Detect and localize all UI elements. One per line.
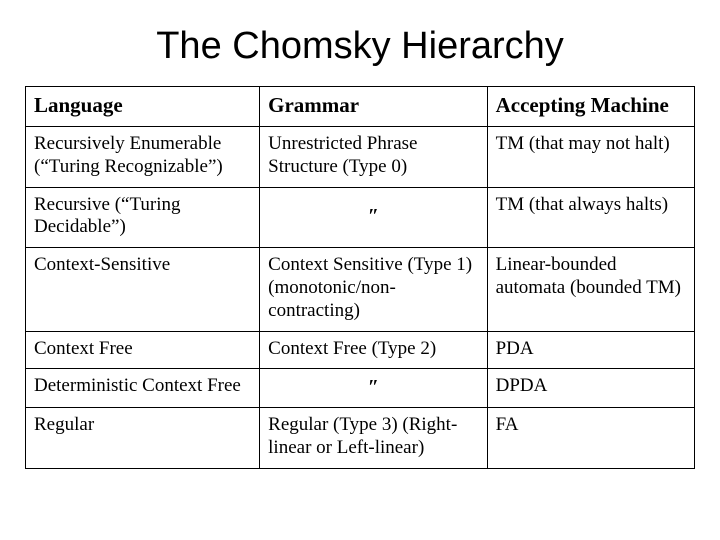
table-row: Regular Regular (Type 3) (Right-linear o… (26, 408, 695, 469)
cell-language: Context-Sensitive (26, 248, 260, 331)
table-row: Context Free Context Free (Type 2) PDA (26, 331, 695, 369)
cell-grammar: Unrestricted Phrase Structure (Type 0) (260, 127, 487, 188)
table-header-row: Language Grammar Accepting Machine (26, 87, 695, 127)
table-row: Recursively Enumerable (“Turing Recogniz… (26, 127, 695, 188)
cell-language: Regular (26, 408, 260, 469)
slide: The Chomsky Hierarchy Language Grammar A… (0, 0, 720, 540)
table-row: Context-Sensitive Context Sensitive (Typ… (26, 248, 695, 331)
col-header-machine: Accepting Machine (487, 87, 694, 127)
hierarchy-table: Language Grammar Accepting Machine Recur… (25, 86, 695, 469)
table-row: Recursive (“Turing Decidable”) ″ TM (tha… (26, 187, 695, 248)
cell-language: Deterministic Context Free (26, 369, 260, 408)
table-row: Deterministic Context Free ″ DPDA (26, 369, 695, 408)
cell-language: Recursive (“Turing Decidable”) (26, 187, 260, 248)
cell-machine: FA (487, 408, 694, 469)
cell-grammar: Regular (Type 3) (Right-linear or Left-l… (260, 408, 487, 469)
col-header-grammar: Grammar (260, 87, 487, 127)
cell-language: Recursively Enumerable (“Turing Recogniz… (26, 127, 260, 188)
cell-machine: TM (that always halts) (487, 187, 694, 248)
cell-grammar-ditto: ″ (260, 369, 487, 408)
cell-machine: DPDA (487, 369, 694, 408)
cell-machine: PDA (487, 331, 694, 369)
cell-grammar: Context Free (Type 2) (260, 331, 487, 369)
page-title: The Chomsky Hierarchy (25, 25, 695, 68)
cell-grammar: Context Sensitive (Type 1) (monotonic/no… (260, 248, 487, 331)
col-header-language: Language (26, 87, 260, 127)
cell-grammar-ditto: ″ (260, 187, 487, 248)
cell-machine: TM (that may not halt) (487, 127, 694, 188)
cell-language: Context Free (26, 331, 260, 369)
cell-machine: Linear-bounded automata (bounded TM) (487, 248, 694, 331)
